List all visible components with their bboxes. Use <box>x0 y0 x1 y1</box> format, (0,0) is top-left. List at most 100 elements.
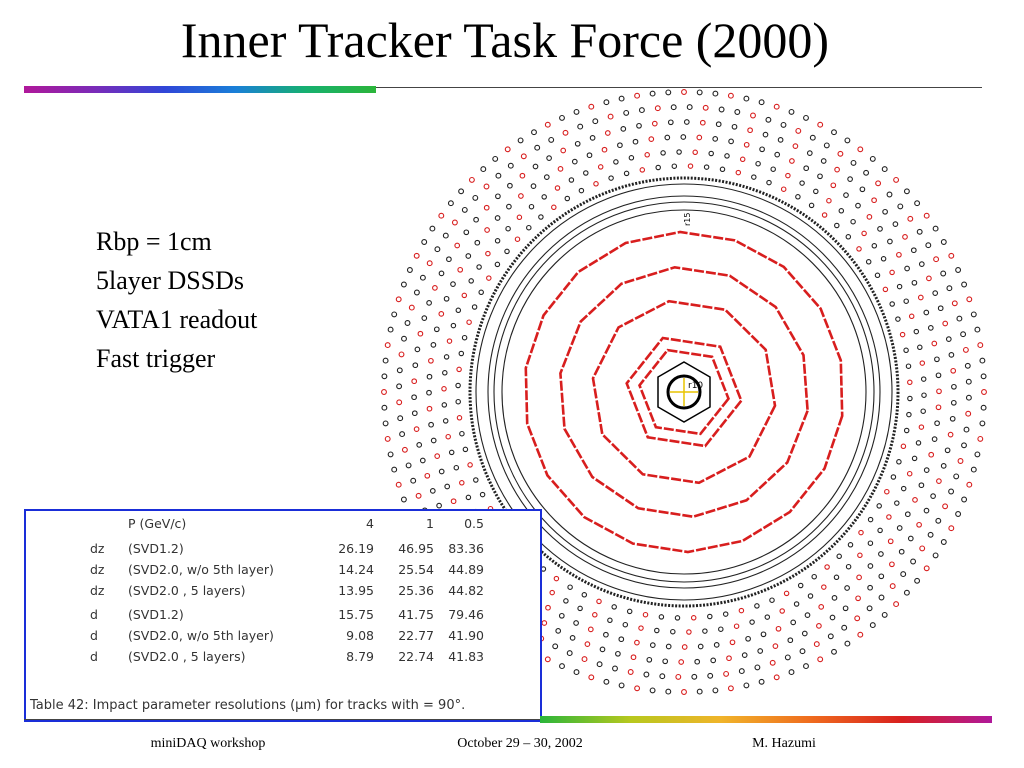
sensor-circle <box>738 668 745 675</box>
sensor-circle <box>573 620 579 626</box>
sensor-circle <box>381 404 388 411</box>
sensor-circle <box>948 352 955 358</box>
sensor-circle <box>480 166 487 173</box>
outer-sensor-rings <box>381 89 987 695</box>
sensor-circle <box>804 612 811 618</box>
sensor-circle <box>833 574 840 581</box>
table-row: dz (SVD1.2) 26.19 46.95 83.36 <box>26 541 540 561</box>
sensor-circle <box>914 200 921 207</box>
sensor-circle <box>589 135 596 141</box>
sensor-circle <box>797 582 804 589</box>
bullet-list: Rbp = 1cm 5layer DSSDs VATA1 readout Fas… <box>96 222 257 378</box>
sensor-circle <box>867 540 874 546</box>
sensor-circle <box>473 216 479 223</box>
sensor-circle <box>447 200 454 207</box>
sensor-circle <box>664 134 671 141</box>
sensor-circle <box>889 269 895 276</box>
sensor-circle <box>903 347 909 354</box>
sensor-circle <box>632 138 639 145</box>
sensor-circle <box>707 672 714 679</box>
sensor-circle <box>910 558 917 565</box>
table-cell-value: 44.82 <box>448 583 484 598</box>
sensor-circle <box>715 121 722 128</box>
sensor-circle <box>963 426 970 433</box>
sensor-circle <box>856 246 862 252</box>
sensor-circle <box>903 188 910 195</box>
radius-label-outer: r15 <box>683 213 692 226</box>
sensor-circle <box>405 462 412 469</box>
sensor-circle <box>659 673 666 680</box>
sensor-circle <box>844 137 851 144</box>
sensor-circle <box>634 92 641 99</box>
sensor-circle <box>581 656 588 663</box>
table-cell-value: 46.95 <box>398 541 434 556</box>
sensor-circle <box>686 104 693 111</box>
table-cell-detector: (SVD2.0 , 5 layers) <box>128 583 246 598</box>
table-caption: Table 42: Impact parameter resolutions (… <box>30 698 466 713</box>
sensor-circle <box>727 685 734 692</box>
sensor-circle <box>438 311 445 317</box>
sensor-circle <box>821 212 828 218</box>
sensor-circle <box>538 214 544 220</box>
footer-accent-bar <box>540 716 992 723</box>
sensor-circle <box>665 89 672 96</box>
sensor-circle <box>549 589 555 596</box>
sensor-circle <box>567 584 573 590</box>
sensor-circle <box>412 362 419 369</box>
sensor-circle <box>455 307 462 314</box>
sensor-circle <box>604 130 611 136</box>
sensor-circle <box>919 360 926 366</box>
sensor-circle <box>850 218 856 225</box>
bullet-item: 5layer DSSDs <box>96 266 245 295</box>
sensor-circle <box>889 301 895 307</box>
sensor-circle <box>935 517 942 524</box>
sensor-circle <box>911 455 918 462</box>
sensor-circle <box>712 90 719 97</box>
sensor-circle <box>387 451 394 458</box>
resolution-table: P (GeV/c) 4 1 0.5 dz (SVD1.2) 26.19 46.9… <box>24 509 542 722</box>
sensor-circle <box>956 315 963 322</box>
sensor-circle <box>955 511 962 517</box>
sensor-circle <box>962 346 969 353</box>
sensor-circle <box>675 673 682 680</box>
sensor-circle <box>977 435 984 442</box>
sensor-circle <box>859 186 866 193</box>
sensor-circle <box>866 214 873 220</box>
sensor-circle <box>855 595 861 602</box>
sensor-circle <box>638 107 645 114</box>
sensor-circle <box>896 459 902 465</box>
sensor-circle <box>866 605 873 612</box>
sensor-circle <box>639 167 646 173</box>
sensor-circle <box>473 477 479 483</box>
sensor-circle <box>562 129 569 136</box>
sensor-circle <box>507 182 513 189</box>
sensor-circle <box>617 142 623 149</box>
sensor-circle <box>541 620 548 626</box>
sensor-circle <box>578 187 585 194</box>
sensor-circle <box>544 121 551 128</box>
sensor-circle <box>543 174 550 180</box>
sensor-circle <box>649 642 656 648</box>
sensor-circle <box>520 153 527 160</box>
sensor-circle <box>886 514 892 520</box>
sensor-circle <box>455 382 461 389</box>
sensor-circle <box>548 136 555 143</box>
sensor-circle <box>623 109 630 116</box>
sensor-circle <box>381 373 388 380</box>
sensor-circle <box>463 229 470 236</box>
table-header-value: 1 <box>426 516 434 531</box>
sensor-circle <box>541 194 547 200</box>
sensor-circle <box>931 340 938 347</box>
sensor-circle <box>400 281 407 288</box>
sensor-circle <box>718 626 724 632</box>
sensor-circle <box>626 608 633 615</box>
sensor-circle <box>817 656 824 663</box>
sensor-circle <box>495 193 501 200</box>
sensor-circle <box>563 598 569 604</box>
sensor-circle <box>935 404 942 411</box>
sensor-circle <box>896 525 903 531</box>
table-row: d (SVD2.0, w/o 5th layer) 9.08 22.77 41.… <box>26 628 540 648</box>
sensor-circle <box>719 166 726 173</box>
sensor-circle <box>950 399 957 406</box>
sensor-circle <box>799 180 805 186</box>
